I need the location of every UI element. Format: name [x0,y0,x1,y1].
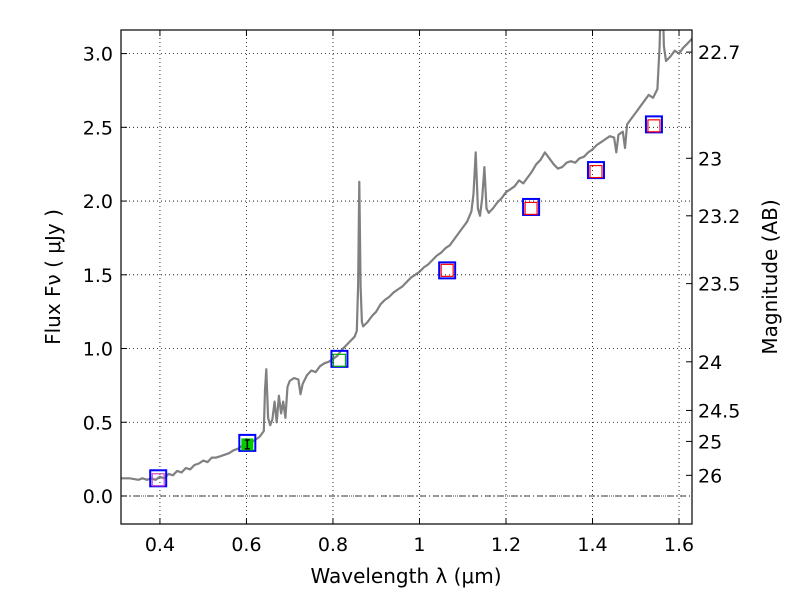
photometry-point [238,433,257,452]
photometry-points [149,115,663,488]
y2-tick-label: 26 [698,465,722,487]
photometry-point [149,469,168,488]
photometry-point [644,115,663,134]
y-tick-label: 3.0 [83,44,113,66]
observed-flux-marker [332,353,347,367]
observed-flux-marker [524,201,538,216]
spectrum [121,30,692,481]
x-tick-label: 0.4 [145,534,175,556]
observed-flux-marker [647,119,661,133]
y-tick-label: 1.0 [83,339,113,361]
photometry-point [438,261,457,280]
x-tick-label: 1.4 [577,534,607,556]
x-tick-label: 1 [413,534,425,556]
photometry-point [586,161,605,180]
y2-axis-label: Magnitude (AB) [758,199,782,354]
y2-tick-label: 25 [698,431,722,453]
y2-tick-label: 24.5 [698,400,740,422]
x-tick-label: 1.2 [491,534,521,556]
spectrum-line [121,30,692,481]
y-tick-label: 2.5 [83,117,113,139]
ticks: 0.4 0.6 0.8 1 1.2 1.4 1.6 0.0 0.5 1.0 1.5 2.0 2.5 3.0… [83,30,740,556]
observed-flux-marker [151,473,165,487]
y-axis-label: Flux Fν ( μJy ) [41,209,65,345]
y2-tick-label: 23.2 [698,206,740,228]
y-tick-label: 0.0 [83,486,113,508]
observed-flux-marker [440,263,454,277]
y2-tick-label: 23.5 [698,274,740,296]
model-flux-marker [238,433,257,452]
x-tick-label: 0.6 [231,534,261,556]
plot-frame [120,29,693,525]
model-flux-marker [438,261,457,280]
photometry-point [522,197,541,216]
y2-tick-label: 22.7 [698,42,740,64]
x-tick-label: 1.6 [664,534,694,556]
y2-tick-label: 24 [698,352,722,374]
y-tick-label: 0.5 [83,412,113,434]
y2-tick-label: 23 [698,148,722,170]
y-tick-label: 1.5 [83,265,113,287]
photometry-point [330,349,349,368]
y-tick-label: 2.0 [83,191,113,213]
observed-flux-marker [589,164,603,179]
x-axis-label: Wavelength λ (μm) [310,564,501,588]
x-tick-label: 0.8 [318,534,348,556]
